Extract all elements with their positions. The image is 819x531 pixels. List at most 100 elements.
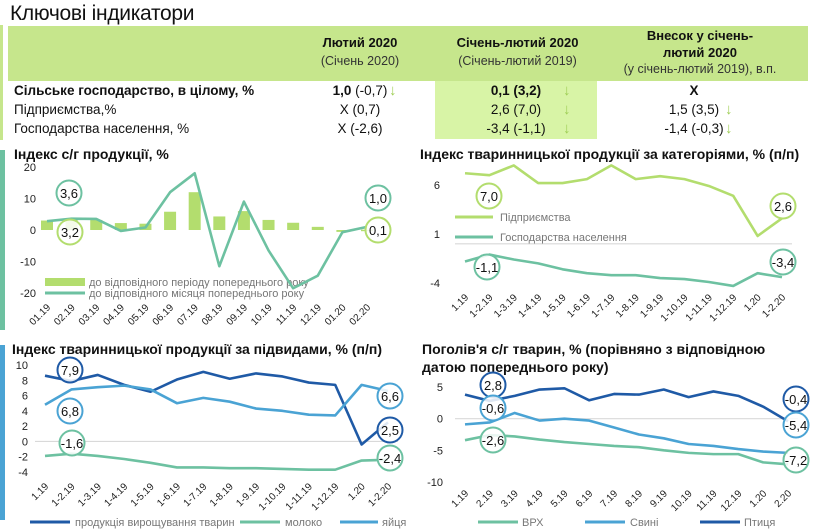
bar bbox=[237, 211, 250, 230]
annotation-label: -5,4 bbox=[785, 418, 807, 433]
x-tick-label: 1-11.19 bbox=[284, 481, 316, 513]
annotation-label: -2,4 bbox=[379, 451, 401, 466]
header-feb-2020: Лютий 2020 (Січень 2020) bbox=[320, 35, 400, 68]
annotation-label: 2,5 bbox=[381, 423, 399, 438]
x-tick-label: 1-2.19 bbox=[468, 292, 496, 320]
header-contribution: Внесок у січень-лютий 2020 (у січень-люти… bbox=[623, 28, 777, 76]
value-feb: X (-2,6) bbox=[337, 121, 383, 136]
arrow-down-icon: ↓ bbox=[725, 120, 733, 137]
annotation-circle bbox=[769, 192, 797, 220]
accent-bar-charts-bottom bbox=[0, 345, 5, 520]
bar bbox=[90, 219, 103, 230]
x-tick-label: 1-2.20 bbox=[366, 481, 394, 509]
annotation-label: 0,1 bbox=[369, 223, 387, 238]
x-tick-label: 06.19 bbox=[151, 302, 177, 328]
value-feb: X (0,7) bbox=[339, 102, 381, 117]
y-tick-label: -5 bbox=[433, 445, 443, 457]
value-contribution: 1,5 (3,5) bbox=[668, 102, 720, 117]
bar bbox=[114, 223, 127, 230]
x-tick-label: 2.20 bbox=[773, 488, 795, 510]
legend-label: Свині bbox=[630, 517, 658, 529]
chart-title-livestock-subtypes: Індекс тваринницької продукції за підвид… bbox=[12, 341, 382, 357]
chart-1: 61-41.191-2.191-3.191-4.191-5.191-6.191-… bbox=[430, 164, 797, 324]
x-tick-label: 1-6.19 bbox=[155, 481, 183, 509]
annotation-label: 7,0 bbox=[480, 189, 498, 204]
row-label: Господарства населення, % bbox=[14, 121, 190, 136]
series-line-0 bbox=[44, 370, 389, 446]
x-tick-label: 1-8.19 bbox=[208, 481, 236, 509]
y-tick-label: 5 bbox=[437, 382, 443, 394]
annotation-circle bbox=[769, 248, 797, 276]
annotation-circle bbox=[782, 411, 810, 439]
x-tick-label: 01.20 bbox=[323, 302, 349, 328]
y-tick-label: -10 bbox=[20, 257, 36, 269]
x-tick-label: 6.19 bbox=[574, 488, 596, 510]
x-tick-label: 1-12.19 bbox=[310, 481, 342, 513]
table-row: Підприємства,% X (0,7) 2,6 (7,0) 1,5 (3,… bbox=[14, 101, 814, 121]
annotation-circle bbox=[479, 394, 507, 422]
bar bbox=[287, 222, 300, 230]
x-tick-label: 10.19 bbox=[669, 488, 695, 514]
accent-bar-table bbox=[0, 25, 3, 140]
arrow-down-icon: ↓ bbox=[563, 82, 571, 99]
table-row: Господарства населення, % X (-2,6) -3,4 … bbox=[14, 120, 814, 140]
annotation-circle bbox=[364, 184, 392, 212]
bar bbox=[262, 219, 275, 230]
x-tick-label: 12.19 bbox=[298, 302, 324, 328]
y-tick-label: 6 bbox=[434, 180, 440, 192]
y-tick-label: 8 bbox=[22, 375, 28, 387]
x-tick-label: 1-2.19 bbox=[50, 481, 78, 509]
x-tick-label: 11.19 bbox=[695, 488, 720, 513]
series-line-0 bbox=[464, 164, 783, 238]
annotation-label: -1,6 bbox=[61, 436, 83, 451]
x-tick-label: 1-8.19 bbox=[614, 292, 642, 320]
value-jan-feb: 0,1 (3,2) bbox=[490, 83, 542, 98]
annotation-circle bbox=[58, 429, 86, 457]
legend-label: Господарства населення bbox=[500, 232, 627, 244]
y-tick-label: -4 bbox=[430, 278, 440, 290]
x-tick-label: 1.19 bbox=[30, 481, 52, 503]
x-tick-label: 8.19 bbox=[623, 488, 645, 510]
chart-title-livestock-headcount: Поголів'я с/г тварин, % (порівняно з від… bbox=[422, 341, 766, 375]
x-tick-label: 03.19 bbox=[77, 302, 103, 328]
arrow-down-icon: ↓ bbox=[563, 120, 571, 137]
chart-2: 1086420-2-41.191-2.191-3.191-4.191-5.191… bbox=[16, 356, 406, 529]
x-tick-label: 02.19 bbox=[52, 302, 78, 328]
bar bbox=[188, 192, 201, 230]
x-tick-label: 9.19 bbox=[648, 488, 670, 510]
x-tick-label: 1-5.19 bbox=[541, 292, 569, 320]
x-tick-label: 07.19 bbox=[175, 302, 201, 328]
y-tick-label: -2 bbox=[18, 452, 28, 464]
x-tick-label: 1-5.19 bbox=[129, 481, 157, 509]
value-jan-feb: -3,4 (-1,1) bbox=[486, 121, 546, 136]
chart-title-livestock-categories: Індекс тваринницької продукції за катего… bbox=[420, 146, 800, 162]
annotation-circle bbox=[479, 426, 507, 454]
series-line-1 bbox=[464, 411, 789, 455]
x-tick-label: 05.19 bbox=[126, 302, 152, 328]
legend-swatch bbox=[45, 278, 85, 286]
x-tick-label: 3.19 bbox=[499, 488, 521, 510]
annotation-label: 3,6 bbox=[60, 186, 78, 201]
value-contribution: -1,4 (-0,3) bbox=[664, 121, 724, 136]
x-tick-label: 1-7.19 bbox=[182, 481, 210, 509]
annotation-circle bbox=[56, 397, 84, 425]
x-tick-label: 04.19 bbox=[101, 302, 127, 328]
annotation-label: -3,4 bbox=[772, 255, 794, 270]
x-tick-label: 1-2.20 bbox=[760, 292, 788, 320]
page-title: Ключові індикатори bbox=[10, 2, 195, 25]
legend-label: продукція вирощування тварин bbox=[75, 517, 235, 529]
bar bbox=[213, 216, 226, 230]
legend-label: до відповідного місяця попереднього року bbox=[89, 288, 305, 300]
x-tick-label: 2.19 bbox=[474, 488, 496, 510]
annotation-circle bbox=[376, 444, 404, 472]
legend-label: до відповідного періоду попереднього рок… bbox=[89, 277, 309, 289]
accent-bar-charts-top bbox=[0, 150, 5, 330]
annotation-label: 3,2 bbox=[61, 225, 79, 240]
legend-label: ВРХ bbox=[522, 517, 544, 529]
y-tick-label: 10 bbox=[16, 360, 28, 372]
bar bbox=[164, 211, 177, 230]
y-tick-label: -20 bbox=[20, 288, 36, 300]
bar bbox=[41, 220, 53, 230]
header-jan-feb-2020: Січень-лютий 2020 (Січень-лютий 2019) bbox=[456, 35, 579, 68]
series-line-1 bbox=[44, 452, 389, 472]
